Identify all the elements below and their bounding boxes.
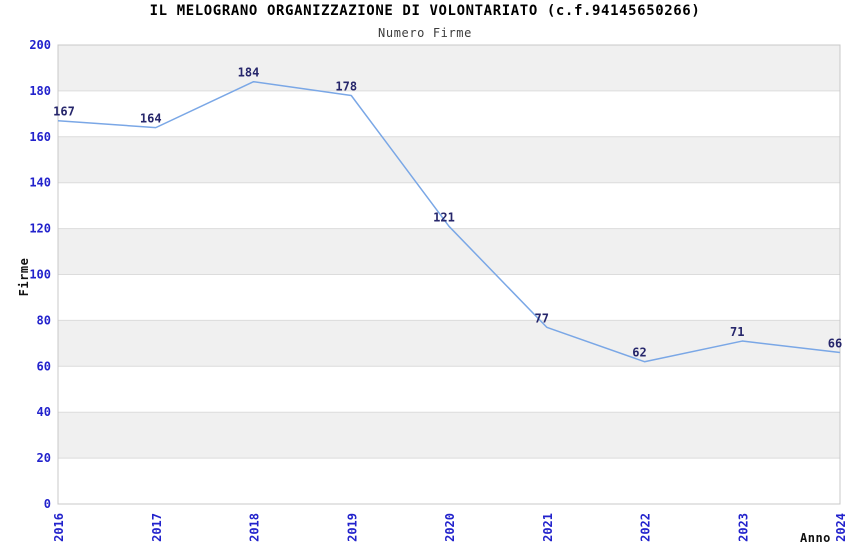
plot-band: [58, 274, 840, 321]
y-tick-label: 160: [29, 130, 51, 144]
y-tick-label: 0: [44, 497, 51, 511]
y-tick-label: 180: [29, 84, 51, 98]
plot-band: [58, 320, 840, 367]
plot-band: [58, 90, 840, 137]
chart-title: IL MELOGRANO ORGANIZZAZIONE DI VOLONTARI…: [149, 3, 701, 19]
y-tick-label: 120: [29, 222, 51, 236]
plot-band: [58, 136, 840, 183]
plot-border: [57, 44, 841, 505]
data-label: 121: [433, 210, 455, 224]
x-tick-label: 2016: [52, 513, 66, 542]
y-tick-label: 100: [29, 268, 51, 282]
data-label: 66: [828, 337, 842, 351]
x-tick-label: 2021: [541, 513, 555, 542]
y-axis-title: Firme: [17, 257, 31, 297]
y-tick-label: 20: [37, 451, 51, 465]
data-label: 77: [535, 311, 549, 325]
y-tick-label: 200: [29, 38, 51, 52]
y-tick-label: 140: [29, 176, 51, 190]
x-tick-label: 2019: [345, 513, 359, 542]
data-label: 62: [632, 346, 646, 360]
x-tick-label: 2024: [834, 513, 848, 542]
x-tick-label: 2022: [639, 513, 653, 542]
series-line: [57, 80, 841, 363]
plot-band: [58, 45, 840, 91]
plot-band: [58, 228, 840, 275]
data-label: 71: [730, 325, 744, 339]
data-label: 184: [238, 66, 260, 80]
plot-band: [58, 412, 840, 459]
y-tick-label: 40: [37, 405, 51, 419]
data-label: 178: [335, 79, 357, 93]
y-tick-label: 60: [37, 359, 51, 373]
x-tick-label: 2018: [248, 513, 262, 542]
plot-band: [58, 366, 840, 413]
data-label: 164: [140, 112, 162, 126]
chart-subtitle: Numero Firme: [378, 26, 472, 40]
x-axis-title: Anno: [800, 531, 831, 545]
x-tick-label: 2020: [443, 513, 457, 542]
y-tick-label: 80: [37, 313, 51, 327]
x-tick-label: 2023: [736, 513, 750, 542]
x-tick-label: 2017: [150, 513, 164, 542]
plot-band: [58, 182, 840, 229]
data-label: 167: [53, 105, 75, 119]
plot-band: [58, 458, 840, 504]
